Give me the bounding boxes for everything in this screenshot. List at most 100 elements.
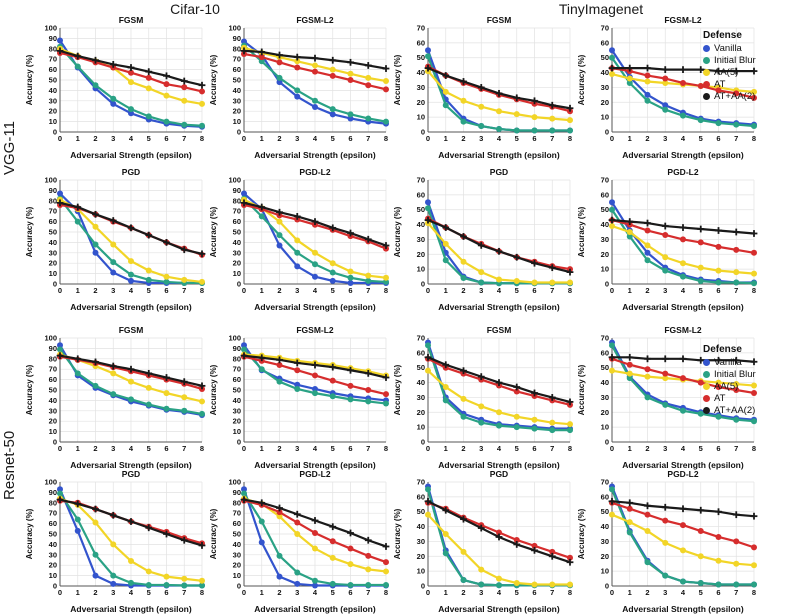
svg-text:Accuracy (%): Accuracy (%)	[577, 206, 586, 257]
svg-text:50: 50	[233, 228, 241, 237]
svg-text:0: 0	[426, 134, 430, 143]
svg-text:70: 70	[49, 509, 57, 518]
svg-text:80: 80	[233, 354, 241, 363]
legend-title: Defense	[703, 30, 742, 41]
svg-text:10: 10	[49, 571, 57, 580]
svg-text:Adversarial Strength (epsilon): Adversarial Strength (epsilon)	[438, 604, 560, 614]
svg-text:0: 0	[426, 286, 430, 295]
svg-text:1: 1	[260, 444, 264, 453]
svg-text:10: 10	[233, 571, 241, 580]
svg-text:40: 40	[601, 522, 609, 531]
svg-text:0: 0	[242, 134, 246, 143]
svg-text:Accuracy (%): Accuracy (%)	[393, 206, 402, 257]
svg-text:Accuracy (%): Accuracy (%)	[209, 206, 218, 257]
svg-text:5: 5	[147, 134, 151, 143]
svg-text:4: 4	[497, 444, 502, 453]
svg-text:50: 50	[417, 205, 425, 214]
svg-text:5: 5	[331, 286, 335, 295]
svg-text:7: 7	[366, 588, 370, 597]
svg-text:2: 2	[277, 286, 281, 295]
svg-text:10: 10	[49, 269, 57, 278]
svg-text:8: 8	[752, 134, 756, 143]
svg-text:80: 80	[49, 44, 57, 53]
svg-text:0: 0	[237, 128, 241, 137]
svg-text:0: 0	[610, 588, 614, 597]
svg-text:7: 7	[182, 134, 186, 143]
svg-text:2: 2	[645, 588, 649, 597]
svg-text:4: 4	[681, 134, 686, 143]
svg-text:6: 6	[348, 286, 352, 295]
svg-text:40: 40	[49, 540, 57, 549]
svg-text:FGSM: FGSM	[119, 15, 144, 25]
svg-text:8: 8	[200, 444, 204, 453]
svg-text:50: 50	[49, 386, 57, 395]
svg-text:Adversarial Strength (epsilon): Adversarial Strength (epsilon)	[438, 302, 560, 312]
svg-text:FGSM-L2: FGSM-L2	[664, 325, 702, 335]
svg-text:20: 20	[601, 552, 609, 561]
svg-text:0: 0	[58, 444, 62, 453]
svg-text:1: 1	[76, 286, 80, 295]
svg-text:20: 20	[417, 408, 425, 417]
svg-text:7: 7	[550, 588, 554, 597]
svg-text:2: 2	[461, 286, 465, 295]
svg-text:Accuracy (%): Accuracy (%)	[393, 508, 402, 559]
svg-text:80: 80	[233, 498, 241, 507]
legend-marker-icon	[703, 407, 710, 414]
svg-text:7: 7	[182, 444, 186, 453]
svg-text:70: 70	[233, 207, 241, 216]
svg-text:7: 7	[366, 134, 370, 143]
svg-text:4: 4	[313, 588, 318, 597]
svg-text:0: 0	[605, 438, 609, 447]
svg-text:0: 0	[421, 438, 425, 447]
svg-text:70: 70	[417, 334, 425, 343]
svg-text:5: 5	[699, 588, 703, 597]
svg-text:30: 30	[49, 96, 57, 105]
svg-text:1: 1	[444, 444, 448, 453]
svg-text:30: 30	[417, 83, 425, 92]
svg-text:30: 30	[49, 248, 57, 257]
svg-text:100: 100	[228, 176, 241, 185]
svg-text:80: 80	[233, 44, 241, 53]
svg-text:80: 80	[49, 498, 57, 507]
svg-text:30: 30	[601, 83, 609, 92]
legend-title: Defense	[703, 344, 742, 355]
column-group-title-tinyimagenet: TinyImagenet	[558, 1, 644, 17]
svg-text:1: 1	[260, 588, 264, 597]
svg-text:0: 0	[421, 128, 425, 137]
svg-text:100: 100	[228, 334, 241, 343]
svg-text:2: 2	[93, 286, 97, 295]
svg-text:4: 4	[681, 286, 686, 295]
svg-text:6: 6	[716, 134, 720, 143]
svg-text:Accuracy (%): Accuracy (%)	[209, 508, 218, 559]
svg-text:10: 10	[601, 423, 609, 432]
svg-text:70: 70	[601, 334, 609, 343]
svg-text:PGD-L2: PGD-L2	[299, 469, 330, 479]
svg-text:30: 30	[417, 537, 425, 546]
svg-text:3: 3	[295, 444, 299, 453]
svg-text:60: 60	[233, 375, 241, 384]
svg-text:8: 8	[568, 134, 572, 143]
svg-text:40: 40	[601, 68, 609, 77]
svg-text:Accuracy (%): Accuracy (%)	[393, 54, 402, 105]
svg-text:4: 4	[313, 134, 318, 143]
svg-text:50: 50	[49, 76, 57, 85]
svg-text:8: 8	[568, 588, 572, 597]
svg-text:30: 30	[601, 235, 609, 244]
svg-text:5: 5	[515, 134, 519, 143]
svg-text:6: 6	[532, 444, 536, 453]
subplot-vgg-11-tinyimagenet-fgsm-l2: 0 10 20 30 40 50 60 70 0 1 2 3 4 5 6 7 8 FGSM-L2 Adversari…	[577, 15, 758, 160]
column-group-title-cifar10: Cifar-10	[170, 1, 220, 17]
svg-text:4: 4	[681, 444, 686, 453]
svg-text:30: 30	[233, 406, 241, 415]
svg-text:6: 6	[716, 588, 720, 597]
svg-text:20: 20	[49, 561, 57, 570]
svg-text:3: 3	[111, 444, 115, 453]
svg-text:70: 70	[601, 176, 609, 185]
svg-text:0: 0	[610, 134, 614, 143]
legend-item-label: Vanilla	[714, 43, 742, 54]
svg-text:70: 70	[601, 478, 609, 487]
svg-text:7: 7	[366, 286, 370, 295]
